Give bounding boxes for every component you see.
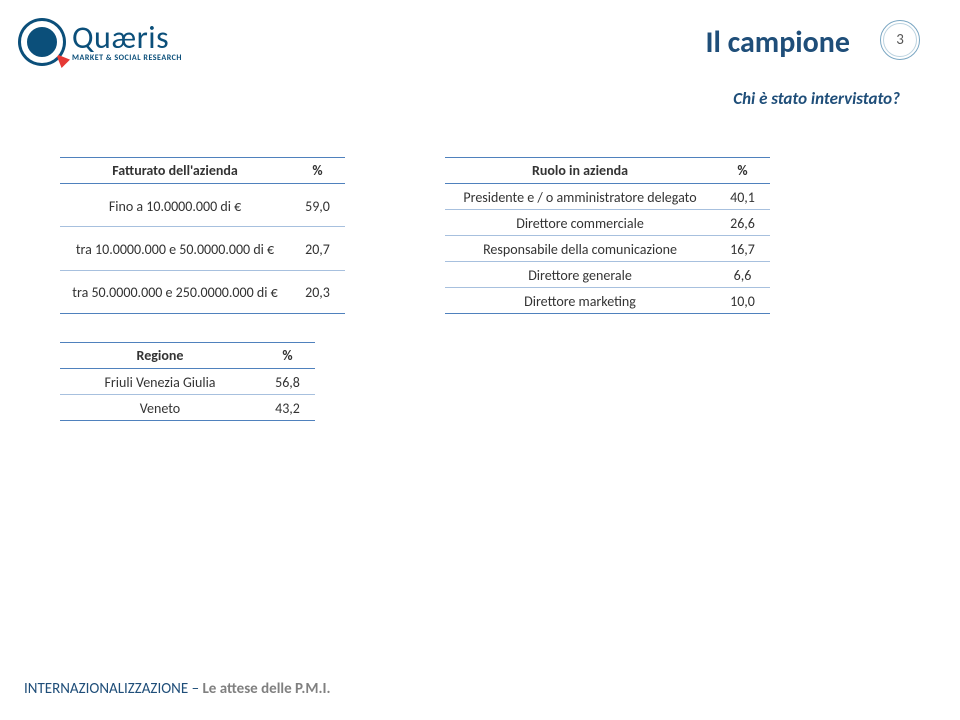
logo-mark — [18, 18, 66, 66]
logo-text-sub: MARKET & SOCIAL RESEARCH — [72, 54, 182, 62]
role-col-label: Ruolo in azienda — [445, 157, 715, 184]
turnover-col-value: % — [290, 157, 345, 184]
footer-right: Le attese delle P.M.I. — [202, 680, 330, 698]
turnover-col-label: Fatturato dell'azienda — [60, 157, 290, 184]
table-row: Presidente e / o amministratore delegato… — [445, 186, 770, 210]
turnover-table: Fatturato dell'azienda % Fino a 10.0000.… — [60, 155, 345, 316]
footer-left: INTERNAZIONALIZZAZIONE – — [24, 680, 202, 698]
table-row: Responsabile della comunicazione16,7 — [445, 238, 770, 262]
region-col-value: % — [260, 342, 315, 369]
region-col-label: Regione — [60, 342, 260, 369]
logo-text-main: Quæris — [72, 22, 182, 54]
table-row: Fino a 10.0000.000 di €59,0 — [60, 186, 345, 227]
table-row: Friuli Venezia Giulia56,8 — [60, 371, 315, 395]
footer-text: INTERNAZIONALIZZAZIONE – Le attese delle… — [24, 680, 331, 698]
region-table: Regione % Friuli Venezia Giulia56,8 Vene… — [60, 340, 315, 423]
page-subtitle: Chi è stato intervistato? — [0, 88, 900, 109]
table-row: tra 10.0000.000 e 50.0000.000 di €20,7 — [60, 229, 345, 270]
page-number-badge: 3 — [880, 20, 920, 60]
table-row: Direttore generale6,6 — [445, 264, 770, 288]
role-col-value: % — [715, 157, 770, 184]
role-table: Ruolo in azienda % Presidente e / o ammi… — [445, 155, 770, 316]
page-title: Il campione — [705, 24, 850, 61]
page-number: 3 — [896, 31, 904, 49]
brand-logo: Quæris MARKET & SOCIAL RESEARCH — [18, 18, 182, 66]
table-row: Veneto43,2 — [60, 397, 315, 421]
table-row: Direttore marketing10,0 — [445, 290, 770, 314]
table-row: Direttore commerciale26,6 — [445, 212, 770, 236]
table-row: tra 50.0000.000 e 250.0000.000 di €20,3 — [60, 273, 345, 314]
